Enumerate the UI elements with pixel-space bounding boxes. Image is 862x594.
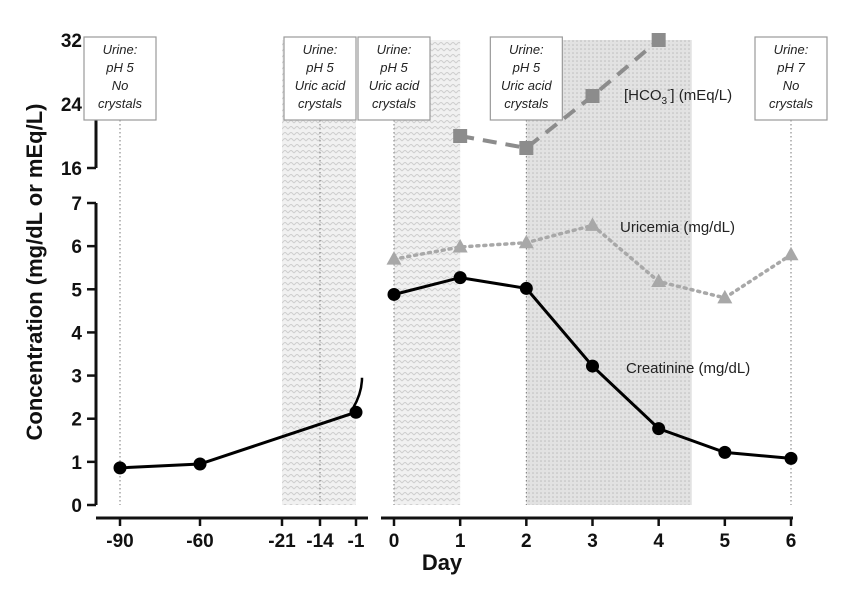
- x-tick-label: 6: [786, 531, 797, 552]
- urine-note-box: [489, 36, 563, 121]
- x-tick-label: 1: [455, 531, 466, 552]
- urine-note-box: [83, 36, 157, 121]
- y-tick-label: 16: [61, 159, 82, 180]
- urine-note-line: crystals: [372, 96, 417, 111]
- urine-notes: Urine: pH 5 No crystals Urine: pH 5 Uric acid c…: [83, 36, 828, 121]
- data-point: [585, 217, 600, 231]
- data-point: [718, 445, 732, 459]
- x-tick-label: 3: [587, 531, 598, 552]
- urine-note-line: pH 5: [379, 60, 408, 75]
- y-tick-label: 5: [71, 280, 82, 301]
- urine-note-box: [283, 36, 357, 121]
- x-tick-label: -60: [186, 531, 213, 552]
- data-point: [349, 405, 363, 419]
- urine-note-line: Urine:: [774, 42, 809, 57]
- urine-note-line: crystals: [298, 96, 343, 111]
- y-axis-title: Concentration (mg/dL or mEq/L): [22, 104, 47, 441]
- data-point: [519, 141, 534, 155]
- urine-note-line: pH 5: [305, 60, 334, 75]
- data-point: [651, 33, 666, 47]
- urine-note-line: Uric acid: [295, 78, 346, 93]
- y-tick-label: 2: [71, 410, 82, 431]
- data-point: [113, 461, 127, 475]
- y-tick-label: 24: [61, 95, 83, 116]
- labels: Day Concentration (mg/dL or mEq/L): [22, 104, 463, 575]
- data-series: Creatinine (mg/dL) Uricemia (mg/dL) [HCO3-…: [113, 33, 799, 475]
- y-tick-label: 7: [71, 194, 82, 215]
- x-tick-label: 4: [653, 531, 664, 552]
- y-tick-label: 6: [71, 237, 82, 258]
- data-point: [453, 129, 468, 143]
- y-tick-label: 1: [71, 453, 82, 474]
- urine-note-line: Urine:: [509, 42, 544, 57]
- axis-break-mark: [351, 377, 364, 409]
- series-label-uricemia: Uricemia (mg/dL): [620, 219, 735, 236]
- urine-note-line: crystals: [769, 96, 814, 111]
- data-point: [586, 359, 599, 373]
- y-tick-label: 3: [71, 367, 82, 388]
- urine-note-line: Urine:: [103, 42, 138, 57]
- series-label-bicarbonate: [HCO3-] (mEq/L): [624, 85, 732, 107]
- urine-note-line: crystals: [504, 96, 549, 111]
- urine-note-line: crystals: [98, 96, 143, 111]
- data-point: [651, 273, 667, 288]
- series-line: [459, 38, 660, 151]
- axes: 0 1 2 3 4 5 6 7 16 24 32 -90 -60 -21 -14 -1 0 1 2 3 4 5 6: [61, 31, 796, 552]
- data-point: [652, 422, 666, 436]
- y-tick-label: 4: [71, 323, 82, 344]
- x-tick-label: 5: [720, 531, 731, 552]
- data-point: [783, 246, 799, 261]
- x-tick-label: -1: [348, 531, 365, 552]
- x-tick-label: -90: [106, 531, 133, 552]
- x-tick-label: 2: [521, 531, 532, 552]
- urine-note-line: Urine:: [377, 42, 412, 57]
- series-label-creatinine: Creatinine (mg/dL): [626, 360, 750, 377]
- data-point: [518, 234, 534, 249]
- urine-note-line: pH 5: [105, 60, 134, 75]
- x-axis-title: Day: [422, 550, 463, 575]
- data-point: [585, 89, 600, 103]
- urine-note-box: [357, 36, 431, 121]
- data-point: [452, 239, 468, 253]
- y-tick-label: 0: [71, 496, 82, 517]
- data-point: [387, 287, 401, 301]
- urine-note-line: No: [112, 78, 129, 93]
- data-point: [453, 271, 467, 285]
- data-point: [717, 289, 733, 304]
- y-tick-label: 32: [61, 31, 82, 52]
- data-point: [386, 251, 402, 265]
- x-tick-label: -14: [306, 531, 334, 552]
- urine-note-line: Urine:: [303, 42, 338, 57]
- data-point: [784, 451, 798, 465]
- urine-note-line: Uric acid: [501, 78, 552, 93]
- urine-note-line: pH 7: [776, 60, 805, 75]
- urine-note-line: Uric acid: [369, 78, 420, 93]
- x-tick-label: 0: [389, 531, 400, 552]
- urine-note-line: pH 5: [512, 60, 541, 75]
- data-point: [193, 457, 207, 471]
- urine-note-box: [754, 36, 828, 121]
- x-tick-label: -21: [268, 531, 296, 552]
- data-point: [519, 281, 533, 295]
- urine-note-line: No: [783, 78, 800, 93]
